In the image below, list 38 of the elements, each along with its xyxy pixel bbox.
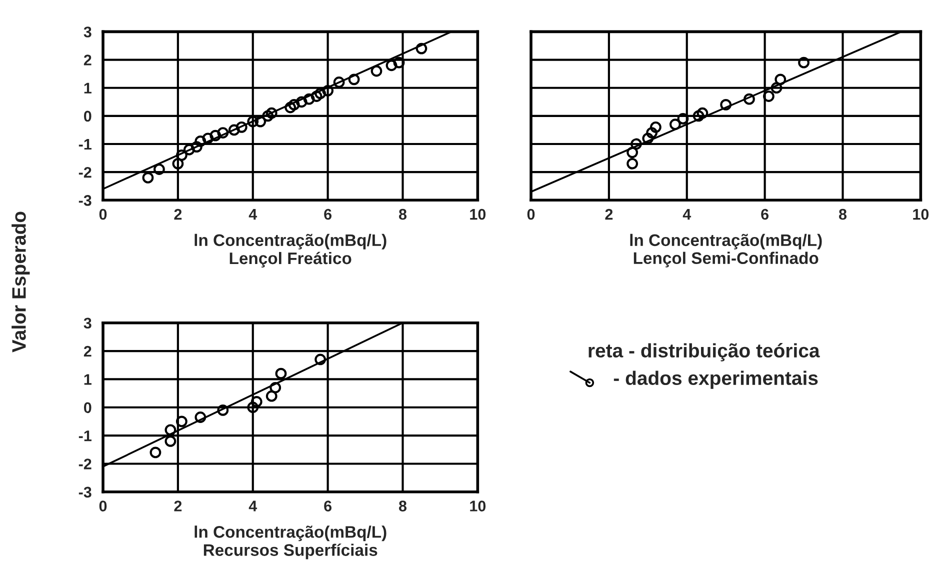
- y-tick-label: 2: [84, 54, 92, 66]
- y-tick-label: -2: [78, 458, 92, 470]
- x-tick-label: 6: [761, 208, 769, 220]
- y-tick-label: 0: [84, 402, 92, 414]
- y-axis-title: Valor Esperado: [12, 212, 30, 352]
- y-tick-label: 3: [84, 26, 92, 38]
- x-tick-label: 10: [913, 208, 929, 220]
- x-tick-label: 10: [470, 500, 486, 512]
- text: reta - distribuição teórica: [588, 343, 820, 362]
- x-axis-title: ln Concentração(mBq/L) Lençol Freático: [194, 234, 386, 268]
- x-tick-label: 4: [682, 209, 692, 220]
- x-tick-label: 4: [248, 209, 258, 220]
- y-tick-label: -1: [78, 139, 92, 150]
- y-tick-label: -3: [78, 486, 92, 498]
- y-tick-label: -1: [78, 430, 92, 442]
- x-tick-label: 0: [99, 208, 107, 220]
- x-tick-label: 6: [324, 500, 332, 512]
- y-tick-label: 2: [84, 346, 92, 357]
- text: - dados experimentais: [614, 370, 818, 389]
- x-tick-label: 0: [99, 500, 107, 512]
- x-tick-label: 2: [174, 208, 182, 220]
- x-axis-title: ln Concentração(mBq/L) Recursos Superfíciais: [194, 526, 386, 560]
- x-tick-label: 6: [324, 208, 332, 220]
- x-tick-label: 8: [398, 208, 407, 220]
- x-tick-label: 8: [838, 208, 847, 220]
- x-axis-title: ln Concentração(mBq/L) Lençol Semi-Confinado: [630, 234, 822, 268]
- y-tick-label: 3: [84, 318, 92, 329]
- x-tick-label: 0: [527, 208, 535, 220]
- y-tick-label: 0: [84, 110, 92, 122]
- y-tick-label: 1: [84, 82, 92, 94]
- x-tick-label: 8: [398, 500, 407, 512]
- y-tick-label: -3: [78, 195, 92, 206]
- x-tick-label: 10: [470, 208, 486, 220]
- x-tick-label: 2: [174, 500, 182, 512]
- x-tick-label: 2: [605, 208, 613, 220]
- x-tick-label: 4: [248, 500, 258, 512]
- y-tick-label: -2: [78, 166, 92, 178]
- y-tick-label: 1: [84, 374, 92, 385]
